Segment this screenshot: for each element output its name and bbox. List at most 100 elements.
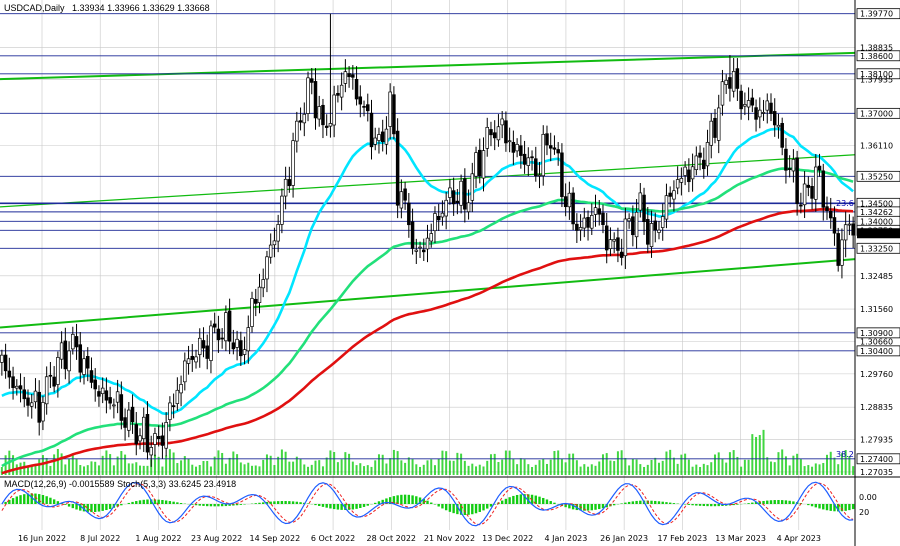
volume-bar: [329, 450, 332, 475]
macd-histogram-bar: [381, 499, 384, 504]
candle-body: [601, 212, 605, 225]
candle-body: [332, 94, 336, 126]
macd-histogram-bar: [329, 504, 332, 509]
candle-body: [507, 140, 512, 143]
volume-bar: [217, 450, 220, 475]
volume-bar: [460, 453, 463, 475]
volume-bar: [307, 466, 310, 475]
macd-histogram-bar: [489, 504, 493, 507]
volume-bar: [172, 452, 175, 475]
volume-bar: [183, 456, 186, 475]
macd-histogram-bar: [86, 504, 89, 512]
volume-bar: [400, 460, 403, 475]
channel-upper-line: [0, 51, 856, 81]
volume-bar: [176, 463, 179, 475]
candle-body: [231, 342, 236, 350]
macd-histogram-bar: [306, 503, 310, 504]
volume-bar: [445, 451, 448, 475]
candle-body: [683, 166, 687, 176]
candle-body: [179, 384, 183, 394]
candle-body: [156, 435, 161, 440]
date-axis-label: 8 Jul 2022: [80, 534, 120, 543]
volume-bar: [489, 454, 492, 475]
macd-histogram-bar: [788, 500, 791, 504]
macd-histogram-bar: [198, 504, 201, 506]
price-axis-label: 1.27400: [860, 455, 893, 464]
candle-body: [160, 435, 165, 446]
candle-body: [380, 131, 385, 143]
volume-bar: [848, 456, 851, 475]
volume-bar: [124, 454, 127, 475]
candle-body: [227, 310, 232, 342]
candle-body: [515, 143, 519, 152]
candle-body: [646, 219, 650, 245]
macd-histogram-bar: [4, 501, 7, 504]
volume-bar: [575, 460, 578, 475]
macd-histogram-bar: [456, 504, 459, 515]
volume-bar: [385, 463, 388, 475]
candle-body: [82, 358, 86, 375]
macd-histogram-bar: [8, 499, 11, 504]
macd-histogram-bar: [650, 500, 653, 504]
candle-body: [418, 246, 422, 249]
volume-bar: [109, 454, 112, 475]
volume-bar: [493, 453, 496, 475]
macd-histogram-bar: [560, 504, 564, 506]
volume-bar: [79, 465, 82, 475]
volume-bar: [325, 457, 328, 475]
candle-body: [765, 100, 770, 111]
macd-histogram-bar: [362, 504, 366, 507]
candle-body: [463, 178, 467, 210]
candle-body: [44, 376, 49, 405]
macd-histogram-bar: [228, 504, 231, 506]
macd-histogram-bar: [851, 504, 855, 510]
candle-body: [590, 215, 594, 229]
candle-body: [806, 184, 811, 188]
volume-bar: [643, 466, 646, 475]
level-price-box: [856, 327, 900, 339]
volume-bar: [299, 459, 302, 475]
macd-histogram-bar: [840, 504, 844, 512]
volume-bar: [295, 456, 298, 475]
macd-histogram-bar: [191, 504, 194, 505]
candle-body: [224, 312, 228, 342]
volume-bar: [777, 452, 780, 475]
macd-histogram-bar: [818, 504, 821, 509]
candle-body: [115, 391, 120, 403]
candle-body: [769, 102, 773, 114]
candle-body: [459, 180, 463, 206]
volume-bar: [411, 459, 414, 475]
volume-bar: [27, 465, 30, 475]
candle-body: [63, 340, 68, 370]
macd-histogram-bar: [777, 499, 780, 504]
candle-body: [433, 213, 437, 232]
candle-body: [246, 327, 251, 352]
macd-histogram-bar: [508, 497, 511, 504]
candle-body: [530, 156, 534, 159]
volume-bar: [755, 436, 758, 475]
candle-body: [545, 133, 549, 146]
volume-bar: [370, 466, 373, 475]
candle-body: [373, 137, 377, 145]
candle-body: [802, 183, 807, 206]
chart-header: USDCAD,Daily 1.33934 1.33966 1.33629 1.3…: [4, 3, 210, 13]
volume-bar: [269, 455, 272, 475]
candle-body: [709, 120, 714, 146]
candle-body: [250, 298, 254, 327]
macd-histogram-bar: [67, 504, 71, 507]
candle-body: [429, 233, 433, 242]
volume-bar: [475, 466, 478, 475]
candle-body: [578, 227, 583, 231]
candle-body: [56, 357, 60, 385]
candle-body: [216, 328, 221, 341]
candle-body: [537, 174, 542, 177]
level-price-box: [856, 453, 900, 465]
macd-histogram-bar: [15, 496, 19, 504]
volume-bar: [262, 459, 265, 475]
volume-bar: [209, 466, 212, 475]
price-axis-label: 1.33668: [860, 229, 893, 238]
macd-histogram-bar: [146, 499, 149, 504]
volume-bar: [441, 450, 444, 475]
macd-histogram-bar: [486, 504, 489, 509]
